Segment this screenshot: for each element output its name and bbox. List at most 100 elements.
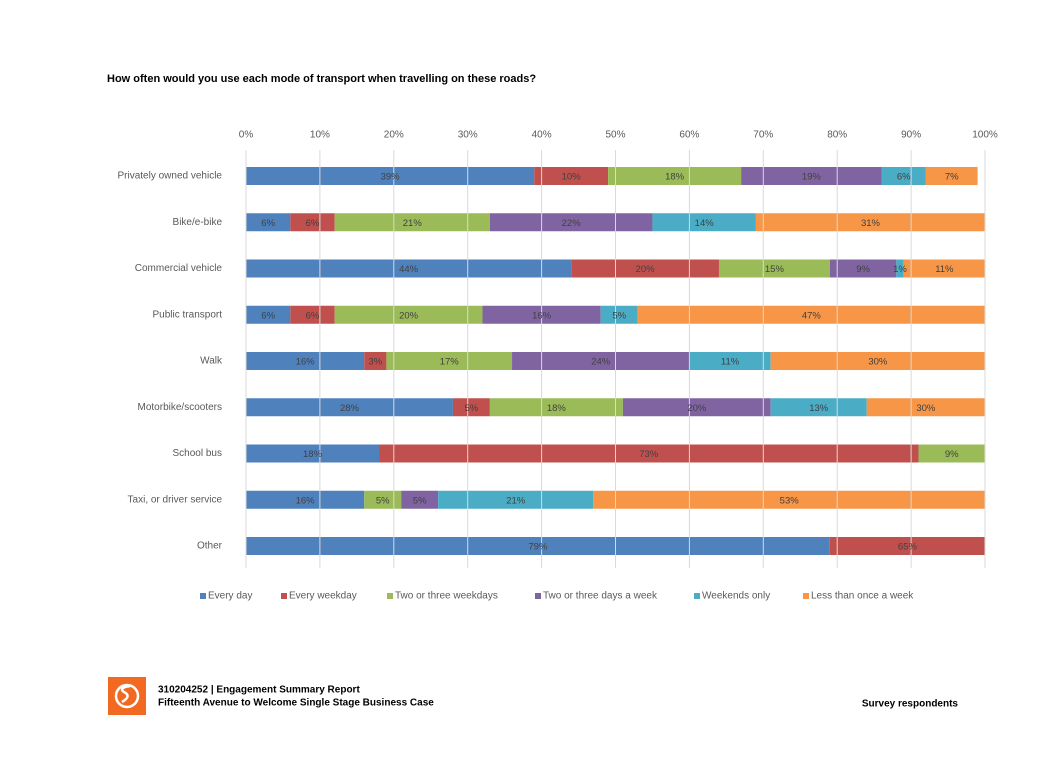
value-label: 11% <box>935 264 954 275</box>
value-label: 18% <box>665 172 685 183</box>
value-label: 6% <box>261 218 275 229</box>
value-label: 6% <box>897 172 911 183</box>
bar-segment <box>489 398 623 417</box>
bar-segment <box>571 259 719 278</box>
x-tick-label: 70% <box>753 130 773 141</box>
bar-segment <box>246 305 291 324</box>
x-tick-label: 80% <box>827 130 847 141</box>
value-label: 9% <box>945 449 959 460</box>
value-label: 5% <box>465 403 479 414</box>
value-label: 21% <box>403 218 423 229</box>
value-label: 10% <box>562 172 582 183</box>
bar-segment <box>246 259 572 278</box>
value-label: 17% <box>440 357 460 368</box>
bar-segment <box>866 398 985 417</box>
bar-segment <box>622 398 771 417</box>
value-label: 30% <box>868 357 888 368</box>
value-label: 31% <box>861 218 881 229</box>
value-label: 13% <box>809 403 829 414</box>
bar-segment <box>741 167 882 185</box>
legend-label: Less than once a week <box>811 591 914 602</box>
category-label: Commercial vehicle <box>135 263 223 274</box>
value-label: 7% <box>945 172 959 183</box>
value-label: 18% <box>547 403 567 414</box>
bar-segment <box>600 305 638 324</box>
legend-swatch <box>803 593 809 599</box>
plot <box>246 167 985 555</box>
legend-label: Every weekday <box>289 591 357 602</box>
bar-segment <box>903 259 985 278</box>
bar-segment <box>438 490 594 509</box>
legend-label: Two or three weekdays <box>395 591 498 602</box>
x-tick-label: 20% <box>384 130 404 141</box>
bar-segment <box>718 259 830 278</box>
bar-segment <box>386 352 513 370</box>
value-label: 5% <box>612 310 626 321</box>
bar-segment <box>401 490 439 509</box>
value-label: 3% <box>368 357 382 368</box>
bar-segment <box>593 490 985 509</box>
bar-segment <box>246 398 453 417</box>
value-label: 5% <box>413 495 427 506</box>
bar-segment <box>334 213 490 232</box>
bar-segment <box>770 352 985 370</box>
value-label: 21% <box>506 495 526 506</box>
value-label: 9% <box>856 264 870 275</box>
legend-swatch <box>694 593 700 599</box>
category-label: School bus <box>173 448 222 459</box>
value-label: 6% <box>261 310 275 321</box>
bar-segment <box>246 537 830 555</box>
value-label: 20% <box>399 310 419 321</box>
legend-swatch <box>200 593 206 599</box>
bar-segment <box>925 167 978 185</box>
value-label: 15% <box>765 264 785 275</box>
chart-title: How often would you use each mode of tra… <box>107 73 536 85</box>
bar-segment <box>829 537 985 555</box>
value-label: 16% <box>296 357 316 368</box>
legend-label: Every day <box>208 591 252 602</box>
value-label: 5% <box>376 495 390 506</box>
value-label: 16% <box>532 310 552 321</box>
x-tick-label: 0% <box>239 130 254 141</box>
value-label: 16% <box>296 495 316 506</box>
category-label: Bike/e-bike <box>173 217 223 228</box>
footer-right: Survey respondents <box>862 699 959 710</box>
value-label: 44% <box>399 264 419 275</box>
category-label: Public transport <box>153 309 223 320</box>
legend-label: Weekends only <box>702 591 770 602</box>
bar-segment <box>881 167 926 185</box>
category-label: Privately owned vehicle <box>118 171 223 182</box>
bar-segment <box>290 305 335 324</box>
bar-segment <box>290 213 335 232</box>
bar-segment <box>364 352 387 370</box>
x-tick-label: 30% <box>458 130 478 141</box>
bar-segment <box>246 490 365 509</box>
category-label: Other <box>197 541 223 552</box>
bar-segment <box>489 213 653 232</box>
category-label: Motorbike/scooters <box>138 402 222 413</box>
bar-segment <box>379 444 919 463</box>
bar-segment <box>246 352 365 370</box>
footer-line: Fifteenth Avenue to Welcome Single Stage… <box>158 698 434 709</box>
bar-segment <box>770 398 867 417</box>
value-label: 65% <box>898 542 918 553</box>
bar-segment <box>918 444 985 463</box>
legend-label: Two or three days a week <box>543 591 658 602</box>
x-tick-label: 40% <box>532 130 552 141</box>
value-label: 18% <box>303 449 323 460</box>
value-label: 28% <box>340 403 360 414</box>
legend-swatch <box>535 593 541 599</box>
bar-segment <box>452 398 490 417</box>
x-tick-label: 10% <box>310 130 330 141</box>
bar-segment <box>689 352 771 370</box>
value-label: 39% <box>381 172 401 183</box>
value-label: 73% <box>639 449 659 460</box>
x-tick-label: 50% <box>605 130 625 141</box>
bar-segment <box>246 444 380 463</box>
value-label: 79% <box>528 542 548 553</box>
value-label: 22% <box>562 218 582 229</box>
value-label: 24% <box>591 357 611 368</box>
value-label: 6% <box>306 218 320 229</box>
value-label: 53% <box>780 495 800 506</box>
